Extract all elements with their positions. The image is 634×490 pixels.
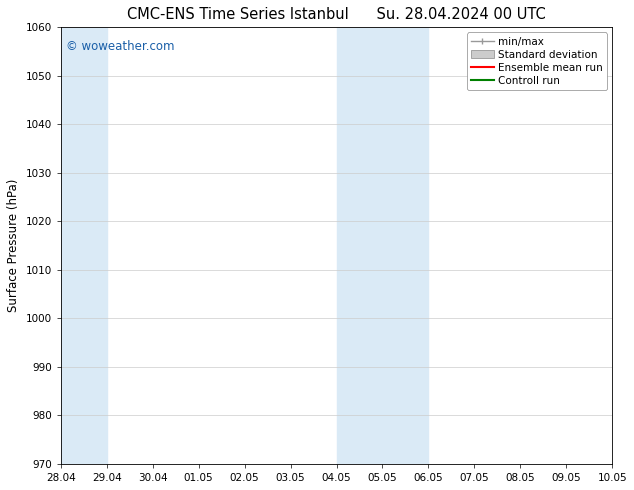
Legend: min/max, Standard deviation, Ensemble mean run, Controll run: min/max, Standard deviation, Ensemble me… <box>467 32 607 90</box>
Text: © woweather.com: © woweather.com <box>67 40 175 53</box>
Y-axis label: Surface Pressure (hPa): Surface Pressure (hPa) <box>7 179 20 312</box>
Title: CMC-ENS Time Series Istanbul      Su. 28.04.2024 00 UTC: CMC-ENS Time Series Istanbul Su. 28.04.2… <box>127 7 546 22</box>
Bar <box>337 27 429 464</box>
Bar <box>61 27 107 464</box>
